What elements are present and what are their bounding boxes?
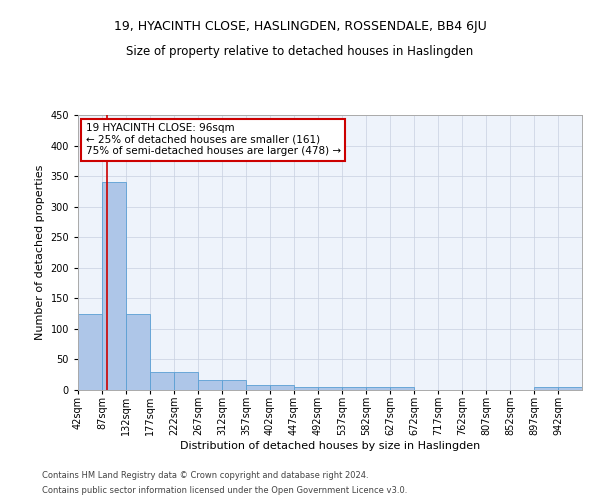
Bar xyxy=(390,387,414,390)
Text: 19, HYACINTH CLOSE, HASLINGDEN, ROSSENDALE, BB4 6JU: 19, HYACINTH CLOSE, HASLINGDEN, ROSSENDA… xyxy=(113,20,487,33)
Bar xyxy=(318,387,342,390)
X-axis label: Distribution of detached houses by size in Haslingden: Distribution of detached houses by size … xyxy=(180,440,480,450)
Bar xyxy=(78,314,102,390)
Bar xyxy=(270,385,294,390)
Bar xyxy=(342,387,366,390)
Text: Size of property relative to detached houses in Haslingden: Size of property relative to detached ho… xyxy=(127,45,473,58)
Text: Contains HM Land Registry data © Crown copyright and database right 2024.: Contains HM Land Registry data © Crown c… xyxy=(42,471,368,480)
Bar xyxy=(102,182,126,390)
Bar xyxy=(150,372,174,390)
Bar xyxy=(558,387,582,390)
Bar xyxy=(534,387,558,390)
Bar xyxy=(366,387,390,390)
Bar xyxy=(198,380,222,390)
Bar xyxy=(294,387,318,390)
Bar xyxy=(174,372,198,390)
Bar xyxy=(222,380,246,390)
Text: Contains public sector information licensed under the Open Government Licence v3: Contains public sector information licen… xyxy=(42,486,407,495)
Text: 19 HYACINTH CLOSE: 96sqm
← 25% of detached houses are smaller (161)
75% of semi-: 19 HYACINTH CLOSE: 96sqm ← 25% of detach… xyxy=(86,123,341,156)
Y-axis label: Number of detached properties: Number of detached properties xyxy=(35,165,45,340)
Bar xyxy=(246,385,270,390)
Bar xyxy=(126,314,150,390)
